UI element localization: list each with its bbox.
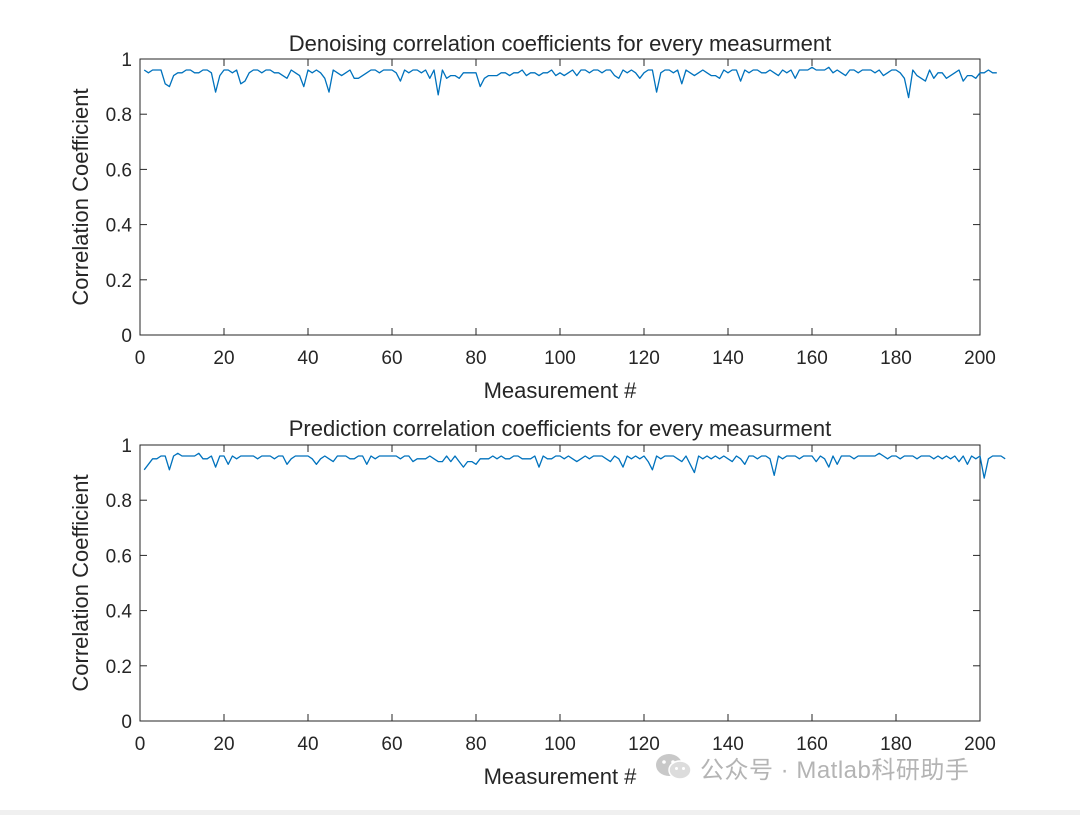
y-tick-labels: 0 0.2 0.4 0.6 0.8 1	[106, 50, 133, 347]
x-axis-label: Measurement #	[484, 378, 638, 403]
subplot-title: Prediction correlation coefficients for …	[289, 416, 832, 441]
y-tick-label: 1	[121, 436, 132, 457]
y-tick-label: 1	[121, 50, 132, 71]
y-tick-labels: 0 0.2 0.4 0.6 0.8 1	[106, 436, 133, 733]
y-axis-label: Correlation Coefficient	[68, 474, 93, 691]
x-tick-label: 140	[712, 734, 744, 755]
x-tick-label: 0	[135, 734, 146, 755]
x-tick-label: 20	[213, 734, 234, 755]
subplot-prediction: Prediction correlation coefficients for …	[68, 416, 1006, 789]
series-line-prediction	[143, 452, 1006, 479]
y-axis-label: Correlation Coefficient	[68, 88, 93, 305]
x-tick-label: 40	[297, 348, 318, 369]
y-tick-label: 0.4	[106, 216, 133, 237]
subplot-title: Denoising correlation coefficients for e…	[289, 31, 832, 56]
x-tick-label: 180	[880, 348, 912, 369]
y-tick-label: 0	[121, 326, 132, 347]
y-tick-label: 0.2	[106, 657, 132, 678]
wechat-icon	[656, 754, 692, 780]
subplot-denoising: Denoising correlation coefficients for e…	[68, 31, 997, 403]
x-tick-label: 60	[381, 734, 402, 755]
x-tick-label: 60	[381, 348, 402, 369]
y-tick-label: 0.2	[106, 271, 132, 292]
x-tick-label: 40	[297, 734, 318, 755]
x-tick-label: 140	[712, 348, 744, 369]
x-tick-label: 100	[544, 348, 576, 369]
series-line-denoising	[143, 66, 997, 99]
x-tick-label: 200	[964, 348, 996, 369]
x-tick-label: 120	[628, 348, 660, 369]
y-tick-label: 0.8	[106, 105, 132, 126]
x-tick-label: 180	[880, 734, 912, 755]
y-tick-label: 0	[121, 712, 132, 733]
x-tick-label: 120	[628, 734, 660, 755]
x-tick-label: 80	[465, 734, 486, 755]
y-tick-label: 0.6	[106, 546, 132, 567]
y-tick-label: 0.8	[106, 491, 132, 512]
x-tick-label: 160	[796, 348, 828, 369]
x-tick-labels: 0 20 40 60 80 100 120 140 160 180 200	[135, 348, 996, 369]
x-tick-label: 100	[544, 734, 576, 755]
axis-ticks	[139, 444, 981, 722]
watermark: 公众号 · Matlab科研助手	[654, 750, 969, 784]
axis-ticks	[139, 58, 981, 336]
watermark-text: 公众号 · Matlab科研助手	[700, 756, 970, 784]
x-tick-label: 200	[964, 734, 996, 755]
x-tick-labels: 0 20 40 60 80 100 120 140 160 180 200	[135, 734, 996, 755]
x-tick-label: 160	[796, 734, 828, 755]
x-axis-label: Measurement #	[484, 764, 638, 789]
x-tick-label: 80	[465, 348, 486, 369]
y-tick-label: 0.6	[106, 160, 132, 181]
y-tick-label: 0.4	[106, 602, 133, 623]
x-tick-label: 20	[213, 348, 234, 369]
x-tick-label: 0	[135, 348, 146, 369]
